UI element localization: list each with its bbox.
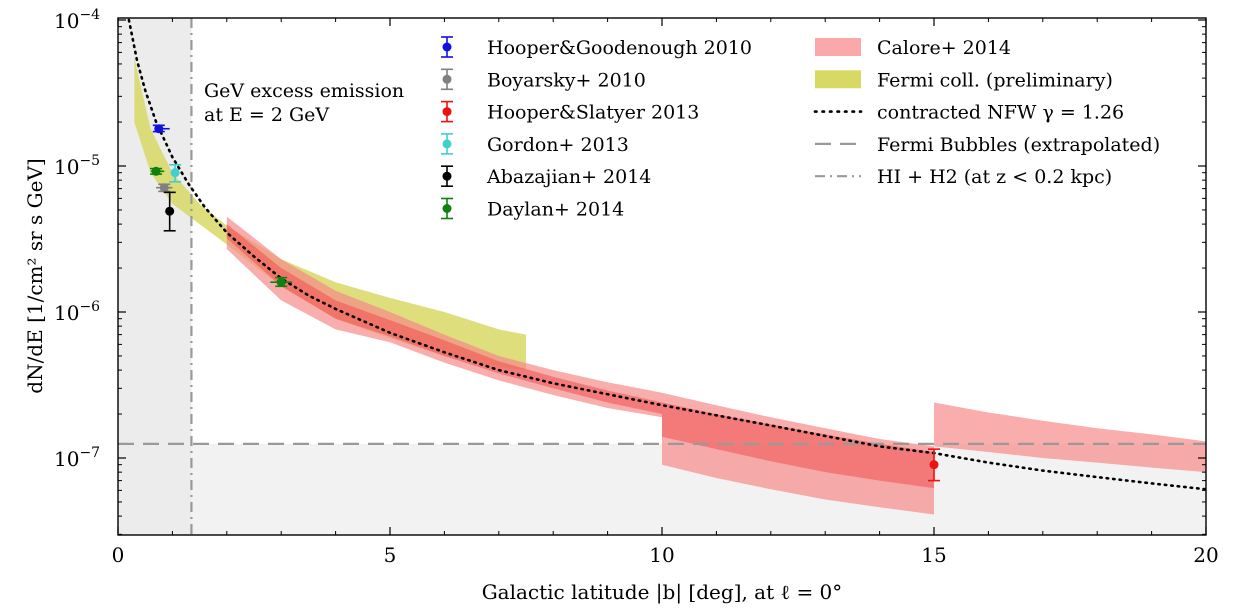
legend-entry-right-0: Calore+ 2014 [815,37,1011,59]
legend-entry-left-1: Boyarsky+ 2010 [441,68,646,91]
legend-label-left-1: Boyarsky+ 2010 [487,69,646,91]
band-2-segment-0 [226,224,390,337]
points-layer [150,124,940,482]
shaded-regions [118,18,1206,535]
legend-label-left-4: Abazajian+ 2014 [486,166,651,188]
data-point-4 [163,191,176,232]
x-tick-label-3: 15 [921,543,946,567]
legend-label-left-5: Daylan+ 2014 [487,199,624,221]
data-point-5 [150,166,165,176]
annotation-line1: GeV excess emission [204,80,404,102]
shade-hi-h2 [118,18,192,535]
nfw-curve [127,18,1206,491]
legend-label-right-2: contracted NFW γ = 1.26 [877,102,1124,124]
legend-entry-right-3: Fermi Bubbles (extrapolated) [815,134,1160,156]
legend-label-right-0: Calore+ 2014 [877,37,1011,59]
x-tick-label-1: 5 [384,543,397,567]
data-point-0 [152,124,170,134]
lines-layer [118,18,1206,535]
x-tick-label-0: 0 [112,543,125,567]
legend-entry-left-0: Hooper&Goodenough 2010 [441,36,752,59]
legend-label-left-3: Gordon+ 2013 [487,134,629,156]
band-2-segment-2 [662,402,934,489]
legend-label-right-4: HI + H2 (at z < 0.2 kpc) [877,166,1112,188]
legend-entry-left-2: Hooper&Slatyer 2013 [441,100,699,124]
legend-label-left-0: Hooper&Goodenough 2010 [487,37,752,59]
y-axis-label: dN/dE [1/cm² sr s GeV] [23,158,47,393]
legend-entry-right-2: contracted NFW γ = 1.26 [813,102,1124,124]
legend-label-left-2: Hooper&Slatyer 2013 [487,102,699,124]
data-point-6 [270,276,293,288]
axes: 0 5 10 15 20 10−7 10−6 10−5 10−4 [54,7,1219,567]
legend-entry-right-1: Fermi coll. (preliminary) [815,69,1113,91]
band-1-segment-3 [934,402,1206,473]
y-tick-label-2: 10−5 [54,153,100,179]
data-point-1 [156,183,173,193]
legend-label-right-1: Fermi coll. (preliminary) [877,69,1113,91]
legend-entry-left-4: Abazajian+ 2014 [441,165,651,188]
data-point-2 [928,448,940,482]
x-tick-label-4: 20 [1193,543,1218,567]
x-axis-label: Galactic latitude |b| [deg], at ℓ = 0° [482,580,843,605]
legend-label-right-3: Fermi Bubbles (extrapolated) [877,134,1160,156]
data-point-3 [169,163,182,183]
legend-entry-right-4: HI + H2 (at z < 0.2 kpc) [815,166,1112,188]
legend: Hooper&Goodenough 2010 Boyarsky+ 2010 Hoop… [441,36,1160,221]
legend-entry-left-3: Gordon+ 2013 [441,133,629,156]
annotation-line2: at E = 2 GeV [204,104,329,126]
y-tick-label-1: 10−6 [54,299,100,325]
x-tick-label-2: 10 [649,543,674,567]
y-tick-label-3: 10−4 [54,7,100,33]
y-tick-label-0: 10−7 [54,445,100,471]
legend-entry-left-5: Daylan+ 2014 [441,197,624,221]
